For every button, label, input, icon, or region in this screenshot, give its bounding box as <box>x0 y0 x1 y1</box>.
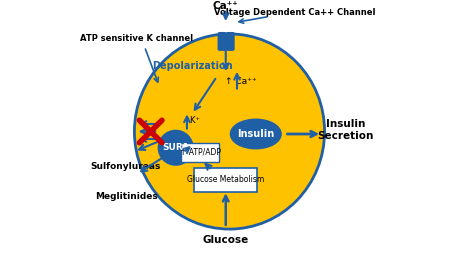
Text: Voltage Dependent Ca++ Channel: Voltage Dependent Ca++ Channel <box>214 8 375 17</box>
Text: Glucose: Glucose <box>202 235 249 245</box>
Text: ATP sensitive K channel: ATP sensitive K channel <box>81 34 193 43</box>
Text: ↑ Ca⁺⁺: ↑ Ca⁺⁺ <box>225 77 256 86</box>
Text: Ca⁺⁺: Ca⁺⁺ <box>213 1 238 11</box>
FancyBboxPatch shape <box>218 33 226 50</box>
Text: Insulin: Insulin <box>237 129 274 139</box>
Text: Depolarization: Depolarization <box>152 61 232 71</box>
Ellipse shape <box>231 120 281 148</box>
FancyBboxPatch shape <box>227 33 234 50</box>
Ellipse shape <box>135 34 325 229</box>
FancyBboxPatch shape <box>194 168 257 191</box>
Text: SUR1: SUR1 <box>162 143 189 152</box>
Text: Insulin
Secretion: Insulin Secretion <box>318 119 374 141</box>
Text: ↑ ATP/ADP: ↑ ATP/ADP <box>180 148 221 157</box>
FancyBboxPatch shape <box>181 143 219 162</box>
Text: Glucose Metabolism: Glucose Metabolism <box>187 175 264 184</box>
Text: Meglitinides: Meglitinides <box>96 192 158 201</box>
Text: Sulfonylureas: Sulfonylureas <box>91 162 161 171</box>
Text: ↑K⁺: ↑K⁺ <box>183 116 200 125</box>
Circle shape <box>159 131 193 165</box>
